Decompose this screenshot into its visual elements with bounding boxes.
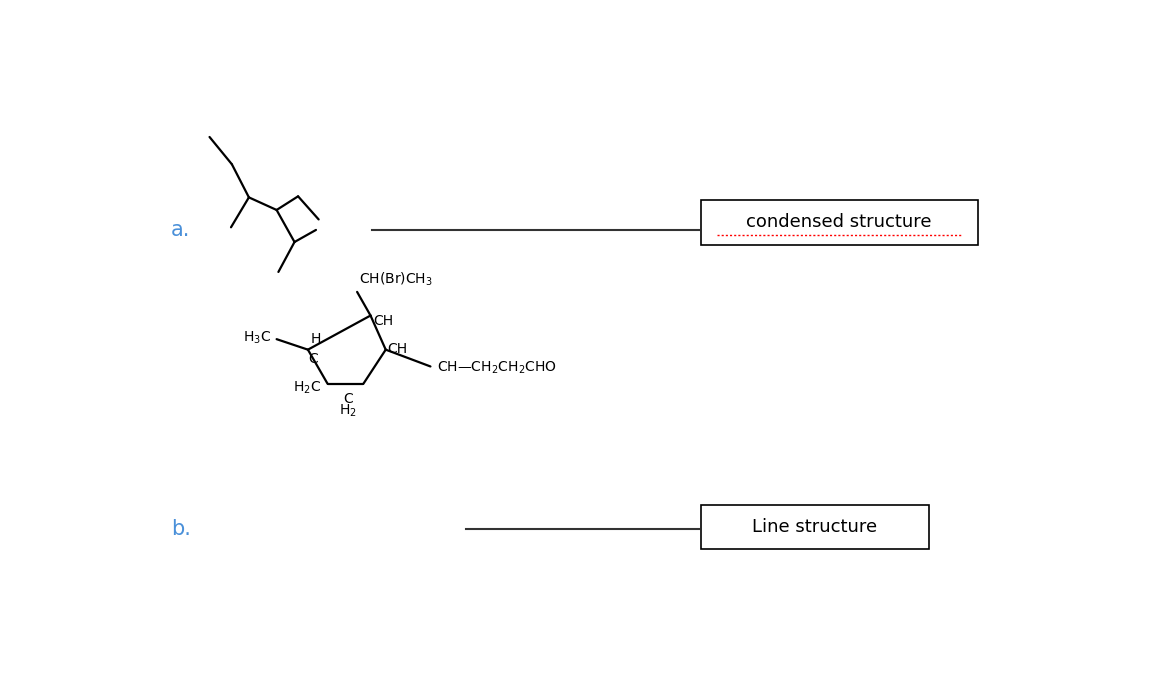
Text: C: C (308, 352, 317, 366)
Text: condensed structure: condensed structure (747, 213, 932, 231)
Text: C: C (343, 391, 353, 406)
FancyBboxPatch shape (700, 505, 929, 549)
Text: a.: a. (171, 220, 190, 240)
Text: H: H (310, 332, 321, 346)
Text: H$_2$: H$_2$ (339, 402, 357, 419)
Text: Line structure: Line structure (752, 518, 877, 536)
Text: H$_2$C: H$_2$C (293, 379, 321, 396)
FancyBboxPatch shape (700, 200, 977, 245)
Text: CH(Br)CH$_3$: CH(Br)CH$_3$ (359, 270, 433, 288)
Text: b.: b. (171, 519, 190, 539)
Text: CH: CH (373, 314, 394, 328)
Text: CH—CH$_2$CH$_2$CHO: CH—CH$_2$CH$_2$CHO (436, 359, 556, 376)
Text: CH: CH (388, 342, 407, 355)
Text: H$_3$C: H$_3$C (243, 330, 271, 346)
